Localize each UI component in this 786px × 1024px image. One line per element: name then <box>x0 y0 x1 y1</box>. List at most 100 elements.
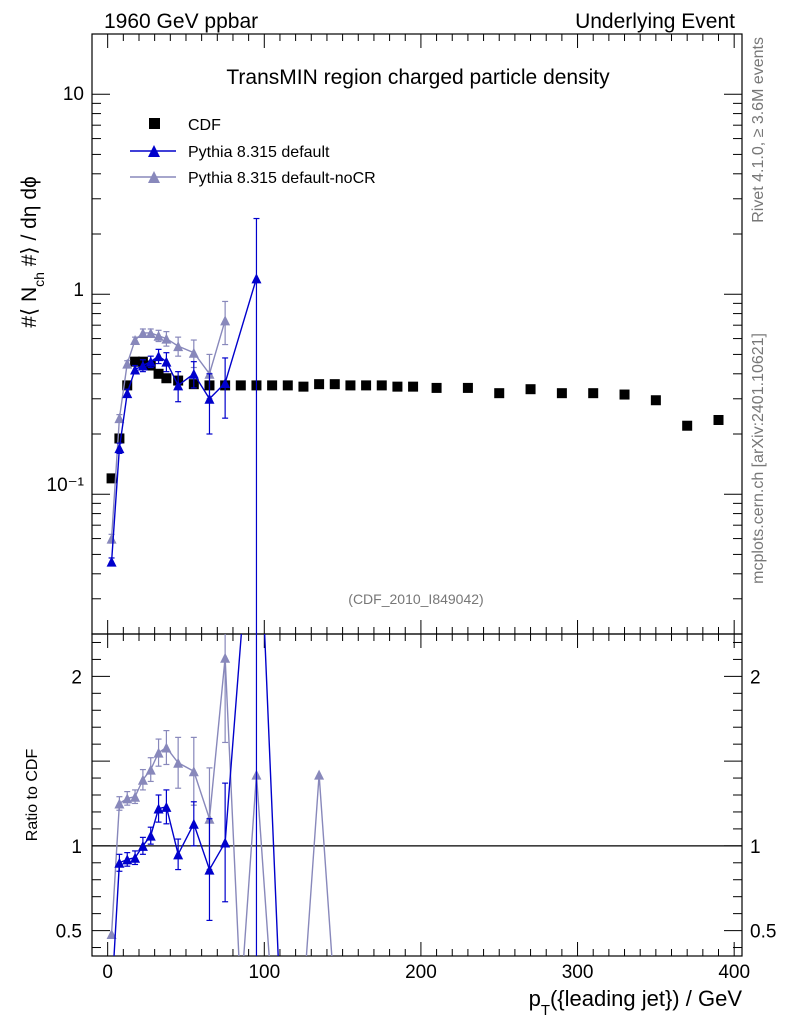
ratio-y-axis-label: Ratio to CDF <box>24 749 41 842</box>
ratio-panel-frame <box>91 633 743 957</box>
pythia-default-point <box>122 388 133 399</box>
legend-label-nocr: Pythia 8.315 default-noCR <box>188 170 376 187</box>
pythia-default-point <box>145 356 156 367</box>
ratio-y-tick-label: 2 <box>71 667 82 688</box>
x-tick-label: 0 <box>102 962 113 983</box>
pythia-default-point <box>137 360 148 371</box>
pythia-nocr-point <box>161 333 172 344</box>
pythia-nocr-point <box>137 327 148 338</box>
ratio-pythia-nocr-point <box>267 993 277 1003</box>
pythia-nocr-point <box>153 330 164 341</box>
cdf-data-point <box>431 382 442 393</box>
y-tick-label-0p1: 10⁻¹ <box>47 475 85 496</box>
ratio-pythia-default-point <box>188 818 199 829</box>
pythia-nocr-point <box>188 347 199 358</box>
x-tick-labels: 0 100 200 300 400 <box>102 962 750 983</box>
cdf-data-point <box>130 356 141 367</box>
legend-marker-default <box>148 145 160 157</box>
pythia-nocr-point <box>220 315 231 326</box>
ratio-pythia-nocr-point <box>161 742 172 753</box>
pythia-default-point <box>220 377 231 388</box>
ratio-series-layer <box>106 634 340 1003</box>
cdf-data-point <box>153 368 164 379</box>
legend-label-cdf: CDF <box>188 117 221 134</box>
ratio-pythia-default-line <box>113 634 279 956</box>
ratio-pythia-nocr-point <box>314 769 325 780</box>
cdf-data-point <box>494 388 505 399</box>
x-tick-label: 200 <box>405 962 437 983</box>
cdf-data-point <box>267 380 278 391</box>
cdf-data-point <box>345 380 356 391</box>
pythia-nocr-point <box>106 533 117 544</box>
pythia-nocr-point <box>114 413 125 424</box>
cdf-data-point <box>619 389 630 400</box>
pythia-default-point <box>173 380 184 391</box>
ratio-y-tick-labels: 0.5 0.5 1 1 2 2 <box>56 667 777 942</box>
header-right: Underlying Event <box>575 10 735 33</box>
ratio-pythia-nocr-point <box>236 993 246 1003</box>
main-series-layer <box>106 217 724 634</box>
mcplots-label: mcplots.cern.ch [arXiv:2401.10621] <box>750 333 767 584</box>
ratio-pythia-default-point <box>204 864 215 875</box>
ratio-pythia-nocr-line <box>110 657 333 956</box>
cdf-data-point <box>556 388 567 399</box>
ratio-pythia-default-point <box>220 837 231 848</box>
ratio-pythia-default-point <box>137 840 148 851</box>
cdf-data-point <box>298 381 309 392</box>
ratio-pythia-nocr-point <box>153 747 164 758</box>
cdf-data-point <box>713 414 724 425</box>
ratio-pythia-default-point <box>153 803 164 814</box>
cdf-data-point <box>161 373 172 384</box>
cdf-data-point <box>329 379 340 390</box>
ratio-pythia-default-point <box>173 849 184 860</box>
ratio-y-tick-label-right: 1 <box>750 837 761 858</box>
x-tick-label: 300 <box>562 962 594 983</box>
svg-text:pT({leading jet}) / GeV: pT({leading jet}) / GeV <box>529 986 743 1019</box>
ratio-pythia-nocr-point <box>298 993 308 1003</box>
pythia-default-point <box>251 273 262 284</box>
ratio-pythia-default-point <box>107 993 117 1003</box>
pythia-default-point <box>106 556 117 567</box>
ratio-pythia-nocr-point <box>130 791 141 802</box>
y-tick-label-10: 10 <box>63 84 84 105</box>
pythia-nocr-point <box>130 335 141 346</box>
pythia-default-point <box>204 393 215 404</box>
cdf-data-point <box>361 380 372 391</box>
ratio-pythia-nocr-point <box>145 764 156 775</box>
svg-text:#⟨ Nch #⟩ / dη dϕ: #⟨ Nch #⟩ / dη dϕ <box>18 176 47 328</box>
ratio-pythia-nocr-point <box>330 993 340 1003</box>
cdf-data-point <box>314 379 325 390</box>
y-tick-label-1: 1 <box>73 280 84 301</box>
ratio-pythia-default-point <box>114 857 125 868</box>
ratio-pythia-nocr-point <box>114 798 125 809</box>
ratio-pythia-default-point <box>275 993 285 1003</box>
ratio-pythia-nocr-point <box>106 928 117 939</box>
x-axis-label: pT({leading jet}) / GeV <box>529 986 743 1019</box>
main-y-tick-labels: 10 1 10⁻¹ <box>47 84 85 496</box>
ratio-pythia-default-point <box>122 854 133 865</box>
cdf-data-point <box>408 381 419 392</box>
legend: CDF Pythia 8.315 default Pythia 8.315 de… <box>130 117 376 187</box>
pythia-default-point <box>188 368 199 379</box>
legend-marker-nocr <box>148 171 160 183</box>
pythia-default-line <box>110 278 258 562</box>
main-axis-ticks <box>91 33 742 635</box>
main-y-axis-label: #⟨ Nch #⟩ / dη dϕ <box>18 176 47 328</box>
cdf-data-point <box>650 395 661 406</box>
ratio-pythia-nocr-point <box>188 766 199 777</box>
x-tick-label: 100 <box>248 962 280 983</box>
ratio-pythia-default-point <box>130 852 141 863</box>
rivet-label: Rivet 4.1.0, ≥ 3.6M events <box>750 37 767 223</box>
ratio-pythia-nocr-point <box>122 793 133 804</box>
header-left: 1960 GeV ppbar <box>104 10 258 33</box>
cdf-data-point <box>462 382 473 393</box>
pythia-nocr-point <box>173 341 184 352</box>
ratio-y-tick-label-right: 0.5 <box>750 922 776 943</box>
ratio-axis-ticks <box>91 634 742 956</box>
cdf-data-point <box>122 380 133 391</box>
pythia-default-point <box>130 364 141 375</box>
legend-marker-cdf <box>149 118 160 129</box>
cdf-data-point <box>682 420 693 431</box>
cdf-data-point <box>114 433 125 444</box>
